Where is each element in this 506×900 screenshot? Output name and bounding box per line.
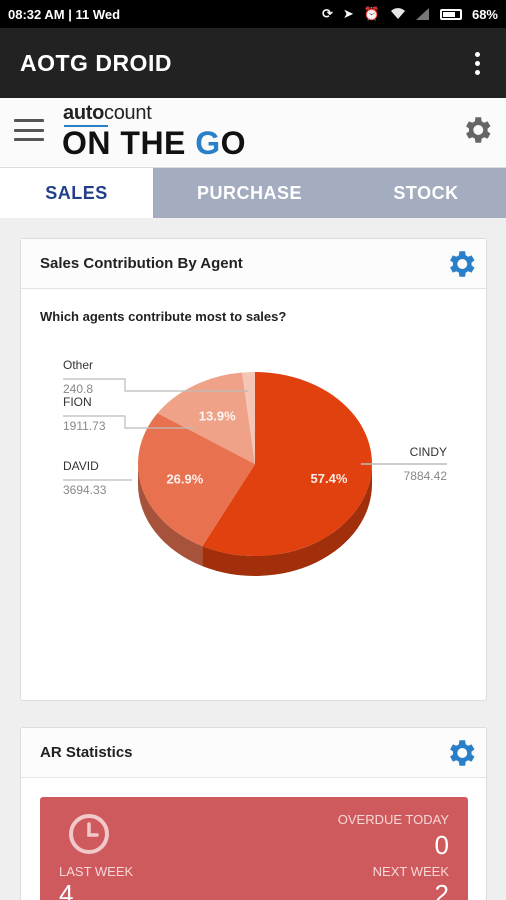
tab-sales[interactable]: SALES bbox=[0, 168, 153, 218]
overdue-today-label: OVERDUE TODAY bbox=[337, 812, 449, 827]
on-the-go-logo: ON THE GO bbox=[62, 125, 247, 161]
app-bar: AOTG DROID bbox=[0, 28, 506, 98]
pie-side-david bbox=[138, 464, 203, 567]
wifi-icon bbox=[390, 8, 405, 19]
pie-side-cindy bbox=[202, 464, 372, 577]
card-settings-gear-icon[interactable] bbox=[444, 247, 478, 281]
hamburger-menu-icon[interactable] bbox=[14, 119, 44, 141]
logo-underline bbox=[64, 125, 108, 127]
sync-icon: ⟳ bbox=[321, 6, 333, 21]
sales-contribution-card: Sales Contribution By Agent Which agents… bbox=[20, 238, 487, 701]
ar-card-title: AR Statistics bbox=[40, 744, 133, 761]
pie-value-cindy: 7884.42 bbox=[404, 469, 448, 483]
pie-value-fion: 1911.73 bbox=[63, 419, 106, 433]
ar-card-header: AR Statistics bbox=[21, 728, 486, 778]
signal-icon bbox=[415, 8, 429, 20]
overdue-today-value: 0 bbox=[434, 830, 449, 860]
ar-statistics-card: AR Statistics OVERDUE TODAY 0 LAST WEEK … bbox=[20, 727, 487, 900]
tab-purchase[interactable]: PURCHASE bbox=[153, 168, 346, 218]
pie-label-cindy: CINDY bbox=[410, 445, 447, 459]
ar-summary-panel[interactable]: OVERDUE TODAY 0 LAST WEEK 4 NEXT WEEK 2 bbox=[40, 797, 468, 900]
overflow-menu-icon[interactable] bbox=[469, 46, 486, 81]
status-time: 08:32 AM bbox=[8, 6, 65, 22]
location-icon: ➤ bbox=[342, 6, 354, 21]
last-week-label: LAST WEEK bbox=[59, 864, 134, 879]
pie-slice-fion[interactable] bbox=[157, 372, 255, 464]
battery-icon bbox=[439, 8, 462, 20]
sales-card-title: Sales Contribution By Agent bbox=[40, 255, 243, 272]
last-week-value: 4 bbox=[59, 879, 74, 900]
pie-label-david: DAVID bbox=[63, 459, 99, 473]
pie-percent-cindy: 57.4% bbox=[311, 471, 348, 486]
next-week-label: NEXT WEEK bbox=[372, 864, 449, 879]
pie-value-other: 240.8 bbox=[63, 382, 93, 396]
pie-value-david: 3694.33 bbox=[63, 483, 107, 497]
pie-label-fion: FION bbox=[63, 395, 92, 409]
pie-leader-other bbox=[63, 378, 249, 392]
settings-gear-icon[interactable] bbox=[460, 113, 494, 147]
pie-slice-cindy[interactable] bbox=[202, 372, 372, 556]
pie-percent-david: 26.9% bbox=[166, 472, 203, 487]
status-bar: 08:32 AM | 11 Wed ⟳ ➤ ⏰ 68% bbox=[0, 0, 506, 28]
tab-stock[interactable]: STOCK bbox=[346, 168, 506, 218]
battery-level: 68% bbox=[471, 6, 498, 22]
pie-slice-david[interactable] bbox=[138, 413, 255, 547]
status-date: 11 Wed bbox=[75, 6, 121, 22]
pie-leader-fion bbox=[63, 415, 195, 429]
alarm-icon: ⏰ bbox=[363, 6, 380, 21]
chart-question: Which agents contribute most to sales? bbox=[40, 309, 287, 324]
status-left: 08:32 AM | 11 Wed bbox=[8, 6, 121, 22]
app-title: AOTG DROID bbox=[20, 49, 172, 76]
ar-settings-gear-icon[interactable] bbox=[444, 736, 478, 770]
pie-label-other: Other bbox=[63, 358, 93, 372]
clock-icon bbox=[69, 814, 109, 854]
tab-bar: SALES PURCHASE STOCK bbox=[0, 168, 506, 218]
autocount-logo: autocount bbox=[63, 102, 152, 124]
sales-pie-chart[interactable]: 57.4% 26.9% 13.9% CINDY 7884.42 Other 240.8FIO… bbox=[21, 239, 486, 700]
status-right: ⟳ ➤ ⏰ 68% bbox=[322, 6, 498, 22]
pie-slice-other[interactable] bbox=[242, 372, 255, 464]
next-week-value: 2 bbox=[434, 879, 449, 900]
brand-bar: autocount ON THE GO bbox=[0, 98, 506, 168]
pie-percent-fion: 13.9% bbox=[199, 408, 236, 423]
sales-card-header: Sales Contribution By Agent bbox=[21, 239, 486, 289]
